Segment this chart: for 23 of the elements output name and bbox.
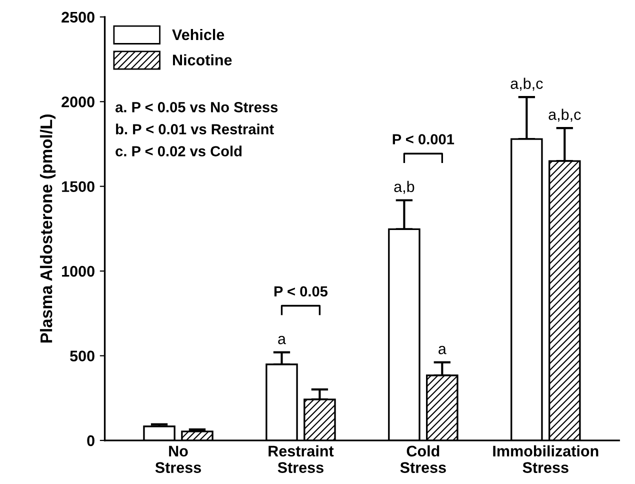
x-tick-label: Restraint Stress <box>268 445 334 473</box>
annotation: a <box>438 346 446 354</box>
annotation: c. P < 0.02 vs Cold <box>116 146 242 156</box>
annotation: b. P < 0.01 vs Restraint <box>116 124 274 134</box>
annotation: a,b,c <box>510 78 543 91</box>
annotation: a <box>278 336 286 344</box>
annotation: P < 0.05 <box>274 286 328 297</box>
y-axis-title: Plasma Aldosterone (pmol/L) <box>40 114 56 343</box>
y-tick-label: 0 <box>87 435 94 446</box>
annotation: a,b,c <box>548 108 581 122</box>
x-tick-label: No Stress <box>155 446 201 473</box>
y-tick-label: 500 <box>70 350 94 362</box>
x-tick-label: Immobilization Stress <box>493 445 598 473</box>
y-tick-label: 1000 <box>62 266 94 277</box>
legend-label: Nicotine <box>173 54 232 66</box>
y-tick-label: 2000 <box>62 96 94 108</box>
x-tick-label: Cold Stress <box>400 445 446 473</box>
annotation: a,b <box>394 180 414 194</box>
annotation: a. P < 0.05 vs No Stress <box>115 102 278 112</box>
y-tick-label: 2500 <box>62 12 94 23</box>
legend-label: Vehicle <box>172 28 224 40</box>
y-tick-label: 1500 <box>62 181 94 192</box>
annotation: P < 0.001 <box>392 134 454 144</box>
